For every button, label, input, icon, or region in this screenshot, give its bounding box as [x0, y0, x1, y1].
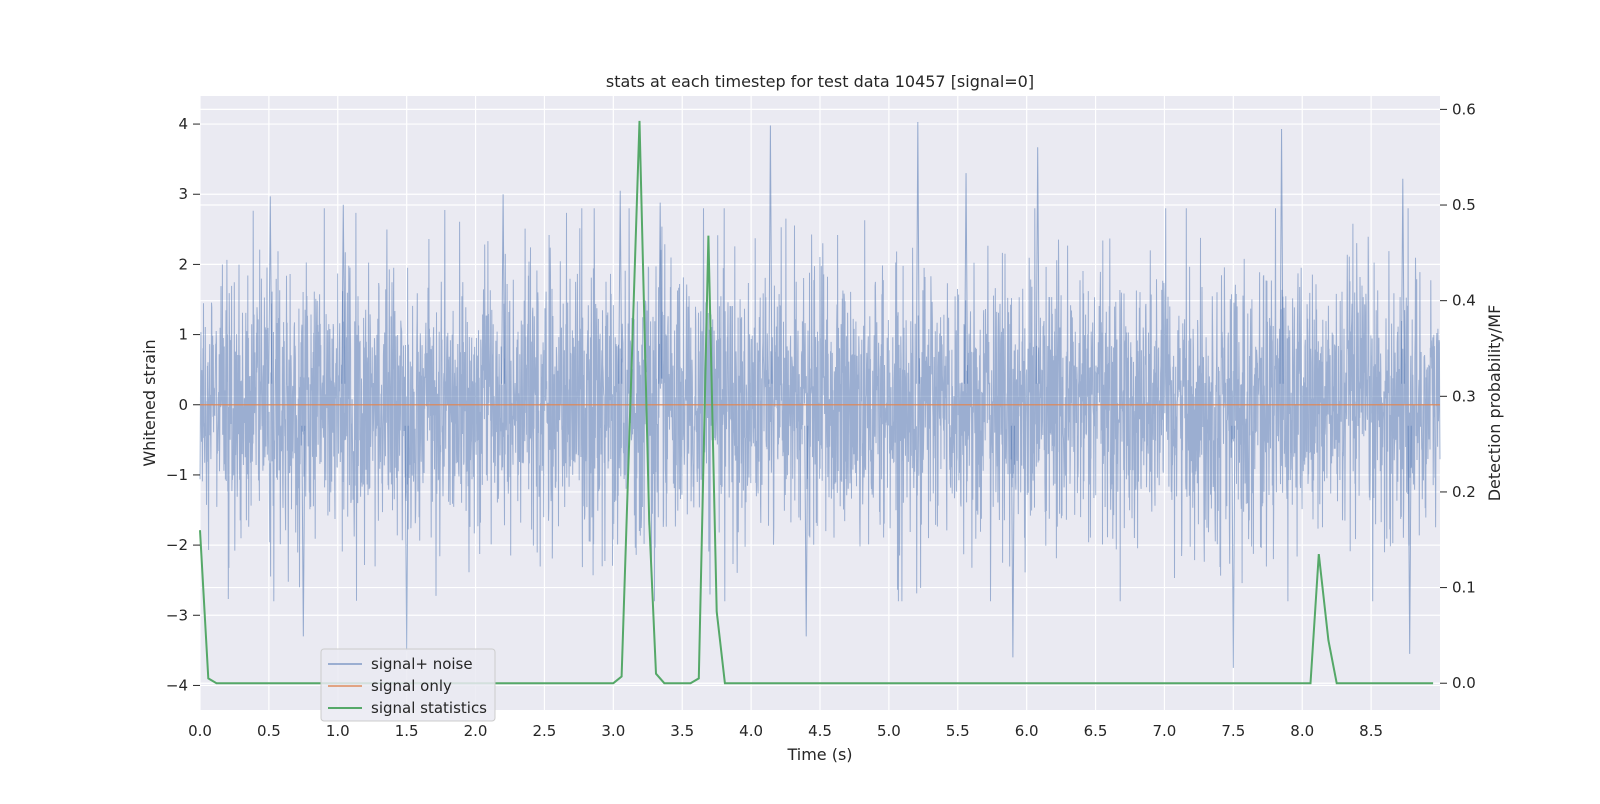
- y-axis-right-label: Detection probability/MF: [1485, 305, 1504, 502]
- y-axis-right-ticks: 0.0 0.1 0.2 0.3 0.4 0.5 0.6: [1440, 100, 1476, 692]
- noise-peak: [1279, 128, 1284, 384]
- noise-peak: [341, 204, 346, 384]
- noise-peak: [268, 196, 273, 384]
- noise-peak: [804, 425, 809, 637]
- y-right-tick-label: 0.4: [1452, 292, 1476, 310]
- y-axis-label: Whitened strain: [140, 339, 159, 466]
- x-tick-label: 4.0: [739, 722, 763, 740]
- noise-peak: [1400, 178, 1405, 384]
- x-tick-label: 5.0: [877, 722, 901, 740]
- noise-peak: [658, 202, 663, 384]
- y-tick-label: −1: [166, 466, 188, 484]
- x-tick-label: 6.0: [1015, 722, 1039, 740]
- x-tick-label: 3.5: [670, 722, 694, 740]
- x-tick-label: 2.0: [464, 722, 488, 740]
- x-tick-label: 8.5: [1359, 722, 1383, 740]
- y-right-tick-label: 0.1: [1452, 579, 1476, 597]
- x-tick-label: 5.5: [946, 722, 970, 740]
- x-tick-label: 2.5: [533, 722, 557, 740]
- chart-title: stats at each timestep for test data 104…: [606, 72, 1034, 91]
- x-axis-label: Time (s): [786, 745, 852, 764]
- legend-label-statistics: signal statistics: [371, 699, 487, 717]
- noise-peak: [1231, 425, 1236, 668]
- noise-peak: [964, 173, 969, 384]
- noise-peak: [618, 190, 623, 384]
- y-right-tick-label: 0.3: [1452, 387, 1476, 405]
- noise-peak: [1035, 147, 1040, 384]
- x-tick-label: 3.0: [601, 722, 625, 740]
- noise-line: [199, 208, 1441, 602]
- x-tick-label: 0.0: [188, 722, 212, 740]
- y-tick-label: 2: [178, 255, 188, 273]
- legend-label-signal: signal only: [371, 677, 452, 695]
- y-tick-label: 4: [178, 115, 188, 133]
- noise-peak: [915, 121, 920, 384]
- x-tick-label: 1.5: [395, 722, 419, 740]
- x-tick-label: 7.5: [1221, 722, 1245, 740]
- y-right-tick-label: 0.2: [1452, 483, 1476, 501]
- x-axis-ticks: 0.0 0.5 1.0 1.5 2.0 2.5 3.0 3.5 4.0 4.5 5.0 5.5 6.0 6…: [188, 722, 1383, 740]
- y-tick-label: 3: [178, 185, 188, 203]
- x-tick-label: 7.0: [1153, 722, 1177, 740]
- x-tick-label: 1.0: [326, 722, 350, 740]
- y-right-tick-label: 0.0: [1452, 674, 1476, 692]
- x-tick-label: 4.5: [808, 722, 832, 740]
- x-tick-label: 8.0: [1290, 722, 1314, 740]
- noise-peak: [301, 425, 306, 637]
- y-axis-ticks: −4 −3 −2 −1 0 1 2 3 4: [166, 115, 200, 694]
- noise-peak: [1010, 425, 1015, 658]
- y-tick-label: 0: [178, 396, 188, 414]
- y-tick-label: 1: [178, 326, 188, 344]
- legend-box: [320, 648, 496, 722]
- y-tick-label: −3: [166, 606, 188, 624]
- x-tick-label: 0.5: [257, 722, 281, 740]
- y-right-tick-label: 0.5: [1452, 196, 1476, 214]
- y-tick-label: −2: [166, 536, 188, 554]
- y-tick-label: −4: [166, 676, 188, 694]
- noise-peak: [768, 125, 773, 384]
- noise-peak: [501, 194, 506, 384]
- legend: signal+ noise signal only signal statist…: [320, 648, 496, 722]
- x-tick-label: 6.5: [1084, 722, 1108, 740]
- legend-label-noise: signal+ noise: [371, 655, 473, 673]
- y-right-tick-label: 0.6: [1452, 100, 1476, 118]
